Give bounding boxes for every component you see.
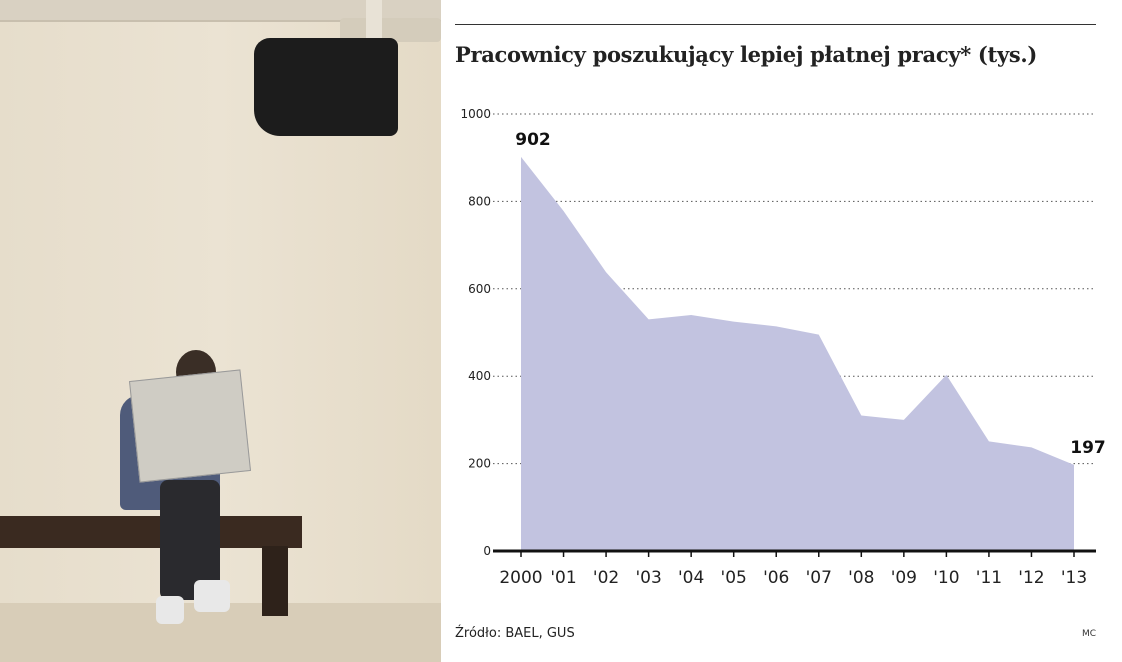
y-tick-label: 400	[468, 369, 491, 383]
x-tick-label: '10	[933, 568, 959, 588]
x-tick-label: '06	[763, 568, 789, 588]
data-label: 197	[1070, 438, 1106, 458]
x-tick-label: '02	[593, 568, 619, 588]
photo-man-reading-newspaper	[0, 0, 441, 662]
shoe	[156, 596, 184, 624]
y-tick-label: 1000	[460, 107, 491, 121]
top-rule	[455, 24, 1096, 25]
y-tick-label: 600	[468, 282, 491, 296]
bench-seat	[0, 516, 302, 548]
x-tick-label: '09	[891, 568, 917, 588]
chart-title: Pracownicy poszukujący lepiej płatnej pr…	[455, 42, 1038, 67]
x-tick-label: '07	[806, 568, 832, 588]
ceiling	[0, 0, 441, 22]
bench-leg	[262, 546, 288, 616]
x-tick-label: '05	[721, 568, 747, 588]
x-tick-label: '13	[1061, 568, 1087, 588]
newspaper	[128, 369, 252, 483]
author-credit: MC	[1081, 629, 1096, 639]
x-tick-label: 2000	[499, 568, 542, 588]
area-series	[521, 156, 1074, 552]
source-note: Źródło: BAEL, GUS	[455, 626, 575, 641]
x-tick-label: '12	[1018, 568, 1044, 588]
shoe	[194, 580, 230, 612]
x-tick-label: '08	[848, 568, 874, 588]
floor	[0, 603, 441, 662]
x-tick-label: '03	[635, 568, 661, 588]
chart-panel: Pracownicy poszukujący lepiej płatnej pr…	[441, 0, 1122, 662]
speaker	[254, 38, 398, 136]
y-tick-label: 0	[483, 544, 491, 558]
area-chart: 0 200 400 600 800 1000 2000 '01 '02 '03 '04 '05 '06 '…	[460, 107, 1106, 588]
x-tick-label: '04	[678, 568, 704, 588]
y-tick-label: 200	[468, 457, 491, 471]
y-tick-label: 800	[468, 194, 491, 208]
data-label: 902	[515, 130, 551, 150]
x-tick-label: '01	[550, 568, 576, 588]
x-tick-label: '11	[976, 568, 1002, 588]
pipe-vertical	[366, 0, 382, 40]
